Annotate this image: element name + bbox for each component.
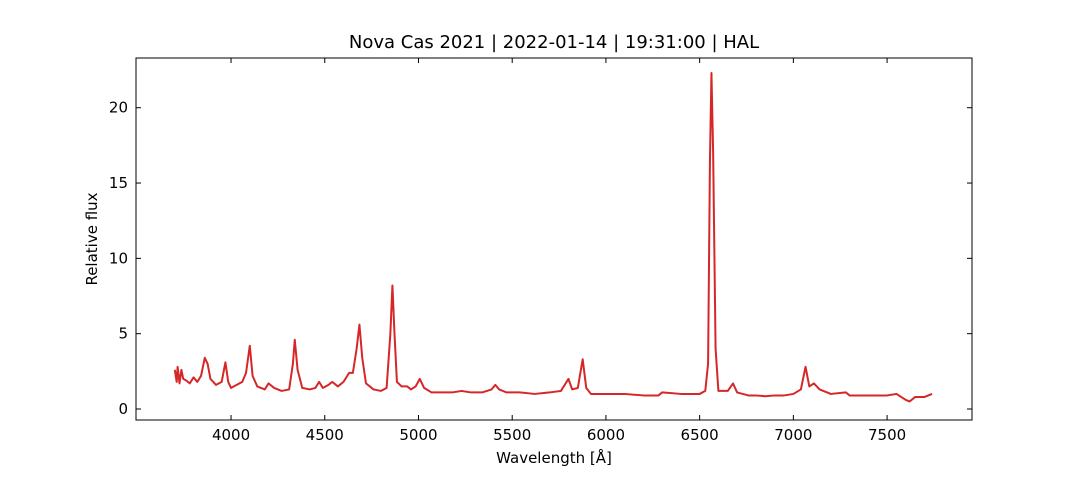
plot-frame: [135, 57, 973, 421]
x-axis-label: Wavelength [Å]: [496, 448, 612, 467]
y-tick-label: 20: [109, 99, 128, 117]
x-tick-label: 4500: [306, 426, 344, 444]
y-tick-label: 15: [109, 174, 128, 192]
x-tick-label: 5000: [399, 426, 437, 444]
spectrum-line: [173, 72, 933, 403]
y-tick-label: 10: [109, 249, 128, 267]
y-tick-label: 0: [118, 400, 128, 418]
x-tick-label: 6000: [587, 426, 625, 444]
x-tick-label: 7000: [774, 426, 812, 444]
x-tick-label: 6500: [681, 426, 719, 444]
x-tick-label: 5500: [493, 426, 531, 444]
x-tick-label: 7500: [868, 426, 906, 444]
y-tick-label: 5: [118, 325, 128, 343]
y-axis-label: Relative flux: [83, 192, 101, 285]
x-tick-label: 4000: [212, 426, 250, 444]
chart-title: Nova Cas 2021 | 2022-01-14 | 19:31:00 | …: [349, 32, 759, 53]
